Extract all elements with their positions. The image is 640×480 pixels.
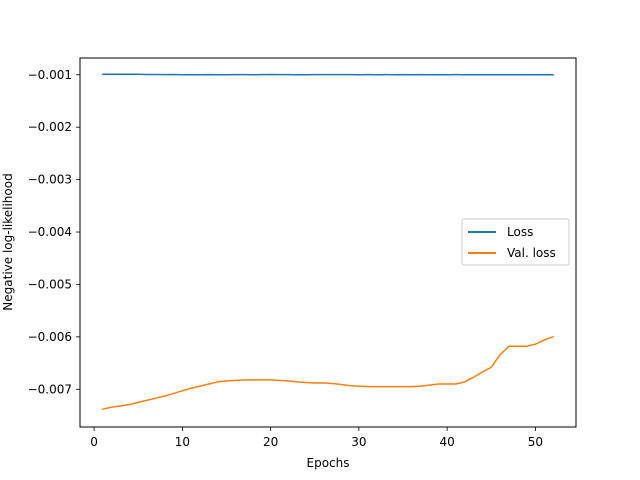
- y-tick-label: −0.005: [28, 277, 72, 291]
- legend-label-loss: Loss: [507, 225, 533, 239]
- x-axis: 0 10 20 30 40 50: [90, 427, 543, 449]
- plot-frame: [79, 57, 577, 428]
- legend: Loss Val. loss: [461, 218, 570, 266]
- x-tick-label: 40: [440, 435, 455, 449]
- y-axis: −0.001 −0.002 −0.003 −0.004 −0.005 −0.006 −0.0…: [28, 68, 80, 396]
- x-axis-label: Epochs: [307, 456, 350, 470]
- y-tick-label: −0.001: [28, 68, 72, 82]
- x-tick-label: 10: [175, 435, 190, 449]
- x-tick-label: 20: [263, 435, 278, 449]
- x-tick-label: 50: [528, 435, 543, 449]
- legend-label-val-loss: Val. loss: [507, 246, 556, 260]
- series-layer: [102, 73, 555, 411]
- y-axis-label: Negative log-likelihood: [1, 173, 15, 310]
- y-tick-label: −0.002: [28, 120, 72, 134]
- y-tick-label: −0.007: [28, 382, 72, 396]
- y-tick-label: −0.003: [28, 173, 72, 187]
- x-tick-label: 0: [90, 435, 98, 449]
- x-tick-label: 30: [351, 435, 366, 449]
- series-line-loss: [102, 73, 554, 76]
- y-tick-label: −0.006: [28, 330, 72, 344]
- series-line-val-loss: [102, 335, 555, 411]
- y-tick-label: −0.004: [28, 225, 72, 239]
